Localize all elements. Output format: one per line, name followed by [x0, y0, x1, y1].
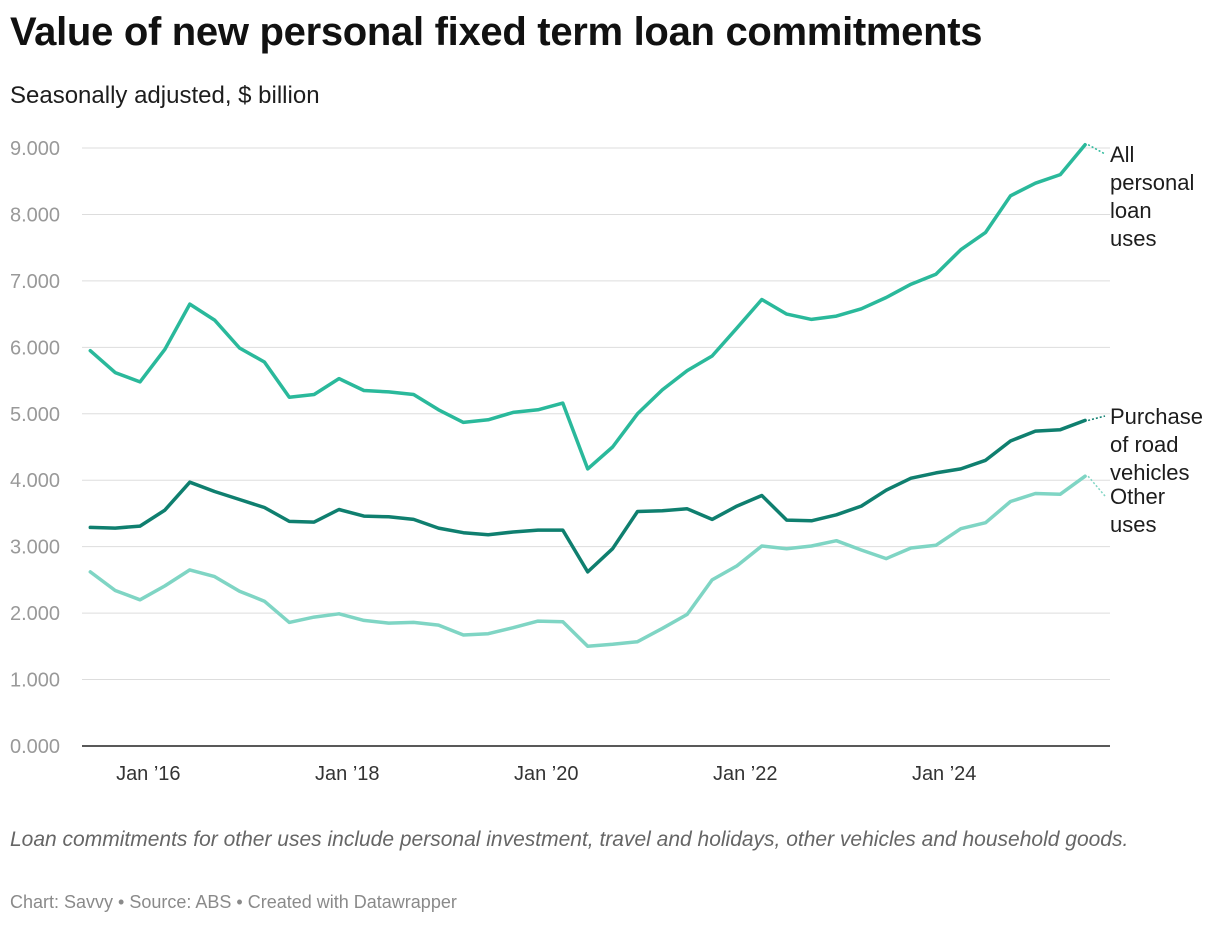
y-tick-label: 6.000 [10, 337, 60, 359]
label-connector [1087, 475, 1106, 497]
y-tick-label: 4.000 [10, 470, 60, 492]
chart-footer: Chart: Savvy • Source: ABS • Created wit… [10, 892, 457, 913]
series-label: personal [1110, 170, 1194, 195]
chart-subtitle: Seasonally adjusted, $ billion [10, 82, 320, 109]
series-label: Other [1110, 484, 1165, 509]
x-tick-label: Jan ’16 [116, 763, 181, 785]
series-label: uses [1110, 512, 1156, 537]
series-label: vehicles [1110, 460, 1189, 485]
series-label: uses [1110, 226, 1156, 251]
chart-credit: Chart: Savvy [10, 892, 114, 912]
x-tick-label: Jan ’18 [315, 763, 380, 785]
series-label: All [1110, 142, 1134, 167]
label-connector [1087, 415, 1106, 422]
footer-separator: • [231, 892, 248, 912]
y-tick-label: 0.000 [10, 736, 60, 758]
y-tick-label: 2.000 [10, 603, 60, 625]
series-line [88, 474, 1087, 649]
gridlines [82, 147, 1110, 747]
y-tick-label: 8.000 [10, 204, 60, 226]
x-tick-label: Jan ’22 [713, 763, 778, 785]
series-labels: All personal loan uses Purchase of road vehicl… [1087, 142, 1203, 537]
created-with-credit: Created with Datawrapper [247, 892, 457, 912]
y-tick-label: 1.000 [10, 670, 60, 692]
x-tick-label: Jan ’24 [912, 763, 977, 785]
line-chart: 0.000 1.000 2.000 3.000 4.000 5.000 6.000 7.000… [10, 138, 1203, 785]
y-tick-label: 3.000 [10, 537, 60, 559]
series-label: of road [1110, 432, 1179, 457]
series-label: loan [1110, 198, 1152, 223]
y-tick-label: 9.000 [10, 138, 60, 160]
series-line [88, 418, 1087, 574]
series-line [88, 142, 1087, 471]
footer-separator: • [113, 892, 130, 912]
series-lines [88, 142, 1087, 649]
chart-notes: Loan commitments for other uses include … [10, 828, 1129, 851]
x-tick-label: Jan ’20 [514, 763, 579, 785]
source-credit: Source: ABS [129, 892, 232, 912]
x-axis-ticks: Jan ’16 Jan ’18 Jan ’20 Jan ’22 Jan ’24 [116, 763, 976, 785]
label-connector [1087, 144, 1106, 155]
chart-title: Value of new personal fixed term loan co… [10, 10, 983, 54]
series-label: Purchase [1110, 404, 1203, 429]
y-tick-label: 5.000 [10, 404, 60, 426]
y-axis-ticks: 0.000 1.000 2.000 3.000 4.000 5.000 6.000 7.000… [10, 138, 60, 758]
y-tick-label: 7.000 [10, 271, 60, 293]
